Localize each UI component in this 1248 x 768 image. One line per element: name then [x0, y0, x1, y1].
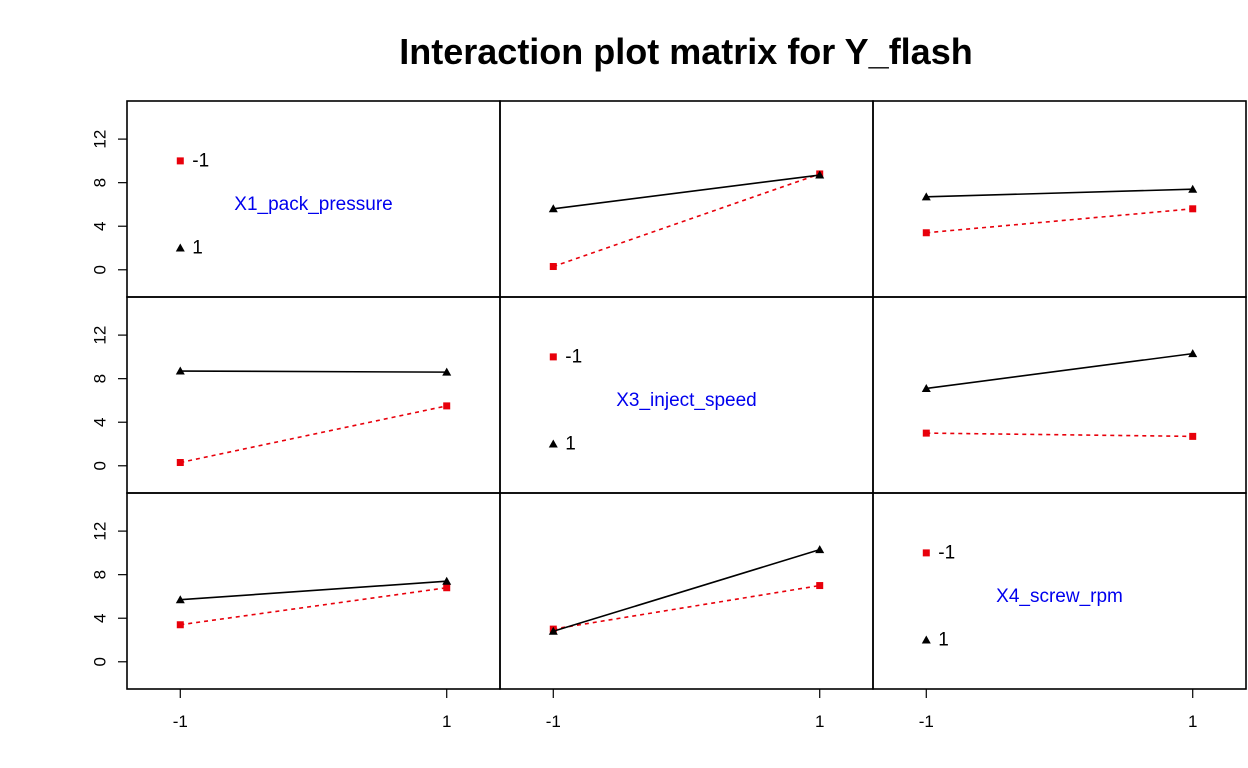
x-tick-label: 1 [815, 712, 824, 731]
marker-square [443, 402, 451, 410]
series-line-low [553, 173, 820, 268]
marker-triangle [442, 576, 452, 585]
series-line-low [926, 208, 1193, 234]
y-tick-label: 8 [91, 374, 110, 383]
legend-entry-label: -1 [938, 542, 955, 563]
series-line-low [180, 586, 447, 626]
x-tick-label: 1 [1188, 712, 1197, 731]
series-line-low [180, 405, 447, 464]
diagonal-panel: X1_pack_pressure -1 1 [175, 150, 393, 259]
panel-frame [872, 492, 1247, 690]
series-line-high [926, 188, 1193, 198]
interaction-panel [921, 349, 1198, 440]
series-line-high [553, 548, 820, 633]
y-tick-label: 4 [91, 221, 110, 230]
series-line-high [180, 580, 447, 601]
y-tick-label: 0 [91, 657, 110, 666]
marker-square [549, 263, 557, 271]
series-line-high [180, 370, 447, 373]
legend-entry-label: 1 [938, 630, 949, 651]
marker-square [176, 459, 184, 467]
marker-square [443, 584, 451, 592]
factor-label: X1_pack_pressure [234, 194, 392, 215]
interaction-panel [921, 184, 1198, 237]
marker-square [1189, 205, 1197, 213]
marker-triangle [815, 545, 825, 554]
x-tick-label: 1 [442, 712, 451, 731]
y-tick-label: 12 [91, 522, 110, 541]
interaction-panel [175, 366, 452, 467]
y-tick-label: 4 [91, 613, 110, 622]
y-axis: 0 4 8 12 [91, 130, 127, 275]
factor-label: X4_screw_rpm [996, 586, 1123, 607]
series-line-high [926, 352, 1193, 390]
marker-square [816, 582, 824, 590]
marker-triangle [548, 626, 558, 635]
interaction-panel [175, 576, 452, 629]
marker-triangle [548, 204, 558, 213]
marker-triangle [548, 439, 558, 448]
marker-triangle [175, 243, 185, 252]
legend-entry-label: -1 [192, 150, 209, 171]
y-tick-label: 12 [91, 130, 110, 149]
marker-square [922, 429, 930, 437]
series-line-low [553, 584, 820, 630]
diagonal-panel: X4_screw_rpm -1 1 [921, 542, 1123, 651]
interaction-panel [548, 170, 825, 271]
diagonal-panel: X3_inject_speed -1 1 [548, 346, 757, 455]
marker-triangle [815, 170, 825, 179]
marker-triangle [175, 366, 185, 375]
marker-square [549, 353, 557, 361]
interaction-panel [548, 545, 825, 635]
marker-square [176, 157, 184, 165]
marker-triangle [921, 383, 931, 392]
marker-triangle [1188, 184, 1198, 193]
x-axis: -1 1 [919, 689, 1197, 731]
marker-triangle [175, 595, 185, 604]
marker-square [922, 549, 930, 557]
y-tick-label: 4 [91, 417, 110, 426]
marker-triangle [1188, 349, 1198, 358]
y-tick-label: 8 [91, 178, 110, 187]
legend-entry-label: 1 [565, 434, 576, 455]
legend-entry-label: -1 [565, 346, 582, 367]
marker-square [922, 229, 930, 237]
y-tick-label: 8 [91, 570, 110, 579]
marker-triangle [921, 635, 931, 644]
legend-entry-label: 1 [192, 238, 203, 259]
factor-label: X3_inject_speed [616, 390, 757, 411]
series-line-low [926, 432, 1193, 438]
y-axis: 0 4 8 12 [91, 522, 127, 667]
marker-triangle [442, 367, 452, 376]
x-axis: -1 1 [546, 689, 824, 731]
x-tick-label: -1 [546, 712, 561, 731]
x-tick-label: -1 [919, 712, 934, 731]
marker-square [176, 621, 184, 629]
y-tick-label: 0 [91, 265, 110, 274]
y-tick-label: 0 [91, 461, 110, 470]
x-tick-label: -1 [173, 712, 188, 731]
chart-title: Interaction plot matrix for Y_flash [399, 31, 972, 72]
series-line-high [553, 174, 820, 210]
y-tick-label: 12 [91, 326, 110, 345]
marker-triangle [921, 192, 931, 201]
panel-frame [872, 296, 1247, 494]
marker-square [1189, 432, 1197, 440]
x-axis: -1 1 [173, 689, 451, 731]
y-axis: 0 4 8 12 [91, 326, 127, 471]
